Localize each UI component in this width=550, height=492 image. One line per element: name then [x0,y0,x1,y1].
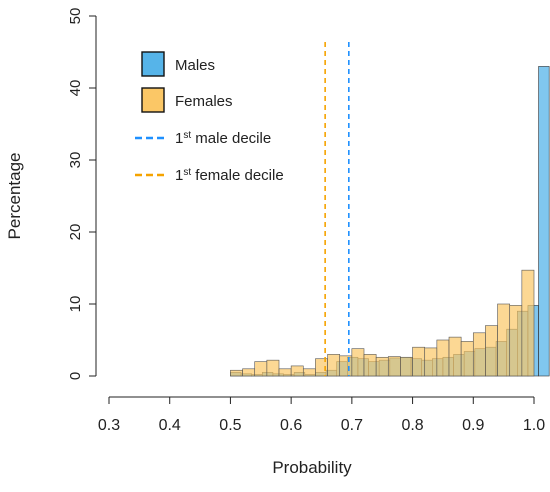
y-tick-label: 50 [67,8,84,25]
female-bar [363,354,377,377]
x-tick-label: 0.5 [219,417,241,434]
female-bar [254,361,268,377]
female-bar [521,269,535,377]
female-bar [278,368,292,377]
y-tick-label: 30 [67,152,84,169]
x-tick-label: 0.3 [98,417,120,434]
x-tick-label: 0.6 [280,417,302,434]
female-bar [497,303,511,377]
legend: Males Females 1st male decile 1st female de… [135,51,284,185]
female-bar [327,354,341,377]
x-tick-label: 0.9 [462,417,484,434]
female-bar [339,355,353,377]
female-bar [290,365,304,377]
female-bar [448,336,462,377]
female-bar [436,339,450,377]
female-bar [266,359,280,377]
female-bar [412,346,426,377]
legend-label: 1st male decile [175,130,271,148]
y-tick-label: 20 [67,224,84,241]
female-bar [351,348,365,377]
bars-layer [230,66,550,377]
x-tick-label: 0.7 [341,417,363,434]
female-bar [242,368,256,377]
male-bar [538,66,550,377]
female-bar [375,356,389,377]
reference-lines-layer [324,42,350,376]
female-bar [387,356,401,377]
x-axis-label: Probability [272,458,352,477]
female-bar [485,325,498,377]
legend-label: 1st female decile [175,167,284,185]
female-bar [472,332,486,377]
y-tick-label: 10 [67,296,84,313]
legend-swatch [141,51,165,77]
female-bar [400,356,413,377]
x-tick-label: 0.8 [401,417,423,434]
x-tick-label: 1.0 [523,417,545,434]
female-bar [460,341,474,377]
legend-label: Females [175,93,233,110]
y-axis-label: Percentage [5,153,24,240]
axes-layer: 0 10 20 30 40 50 0.3 0.4 0.5 0.6 0.7 0.8 0.9 1.0 [67,8,545,434]
female-bar [509,305,523,377]
legend-swatch [141,87,165,113]
legend-label: Males [175,57,215,74]
female-bar [230,369,243,377]
x-tick-label: 0.4 [159,417,181,434]
female-bar [302,368,316,377]
y-tick-label: 0 [67,372,84,380]
y-tick-label: 40 [67,80,84,97]
female-bar [424,347,438,377]
